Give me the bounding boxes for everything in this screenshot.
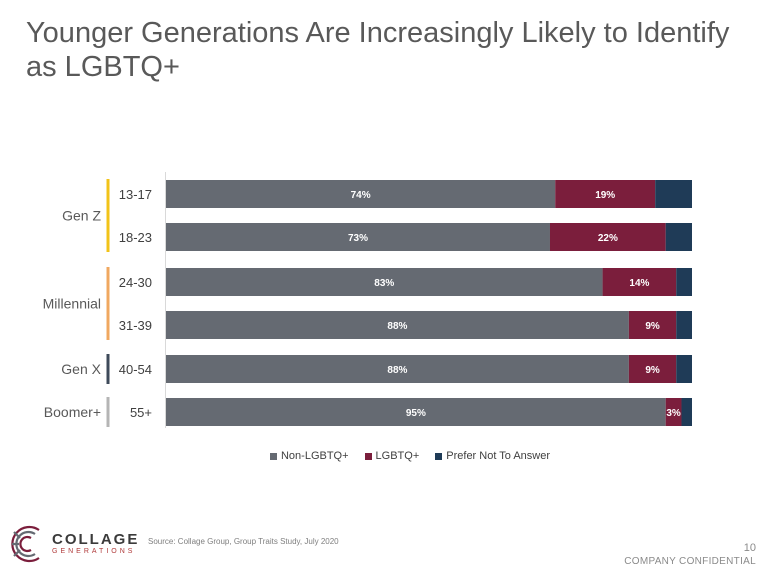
legend-item-lgbtq: LGBTQ+ <box>364 450 420 462</box>
tick-label-24-30: 24-30 <box>119 275 152 290</box>
data-label-non-lgbtq-40-54: 88% <box>387 365 407 376</box>
bar-lgbtq-24-30 <box>602 268 677 296</box>
bar-non-lgbtq-13-17 <box>166 180 556 208</box>
data-label-non-lgbtq-55: 95% <box>406 408 426 419</box>
bar-prefer-not-to-answer-24-30 <box>676 268 692 296</box>
legend-swatch-lgbtq <box>364 452 372 460</box>
bar-prefer-not-to-answer-18-23 <box>665 223 692 251</box>
data-label-non-lgbtq-18-23: 73% <box>348 233 368 244</box>
bar-non-lgbtq-40-54 <box>166 355 629 383</box>
legend-swatch-non-lgbtq <box>269 452 277 460</box>
bar-lgbtq-31-39 <box>628 311 677 339</box>
data-label-non-lgbtq-24-30: 83% <box>374 278 394 289</box>
bar-non-lgbtq-31-39 <box>166 311 629 339</box>
data-label-lgbtq-24-30: 14% <box>629 278 649 289</box>
data-label-lgbtq-13-17: 19% <box>595 190 615 201</box>
collage-logo-icon <box>11 525 40 563</box>
tick-label-31-39: 31-39 <box>119 318 152 333</box>
logo-subtitle: GENERATIONS <box>52 547 136 555</box>
legend-item-non-lgbtq: Non-LGBTQ+ <box>269 450 349 462</box>
data-label-lgbtq-31-39: 9% <box>645 321 660 332</box>
bar-prefer-not-to-answer-55 <box>681 398 692 426</box>
bar-prefer-not-to-answer-40-54 <box>676 355 692 383</box>
legend-label-lgbtq: LGBTQ+ <box>375 450 420 462</box>
legend-label-prefer-not: Prefer Not To Answer <box>446 450 550 462</box>
data-label-lgbtq-55: 3% <box>666 408 681 419</box>
bar-lgbtq-13-17 <box>555 180 656 208</box>
group-label-boomer: Boomer+ <box>44 404 101 420</box>
collage-logo: COLLAGE GENERATIONS <box>6 522 139 566</box>
tick-label-18-23: 18-23 <box>119 230 152 245</box>
tick-label-55: 55+ <box>130 405 152 420</box>
bar-prefer-not-to-answer-13-17 <box>655 180 692 208</box>
data-label-lgbtq-40-54: 9% <box>645 365 660 376</box>
bar-lgbtq-55 <box>665 398 682 426</box>
slide-title: Younger Generations Are Increasingly Lik… <box>26 17 730 83</box>
bar-lgbtq-40-54 <box>628 355 677 383</box>
group-label-gen-z: Gen Z <box>62 208 101 224</box>
legend-swatch-prefer-not <box>435 452 443 460</box>
bar-non-lgbtq-55 <box>166 398 666 426</box>
source-note: Source: Collage Group, Group Traits Stud… <box>148 537 339 546</box>
chart-legend: Non-LGBTQ+ LGBTQ+ Prefer Not To Answer <box>0 450 768 462</box>
bar-non-lgbtq-18-23 <box>166 223 550 251</box>
legend-label-non-lgbtq: Non-LGBTQ+ <box>280 450 349 462</box>
data-label-non-lgbtq-13-17: 74% <box>351 190 371 201</box>
legend-item-prefer-not: Prefer Not To Answer <box>435 450 550 462</box>
page-number: 10 <box>743 542 756 554</box>
tick-label-13-17: 13-17 <box>119 187 152 202</box>
bar-prefer-not-to-answer-31-39 <box>676 311 692 339</box>
data-label-lgbtq-18-23: 22% <box>598 233 618 244</box>
bar-non-lgbtq-24-30 <box>166 268 603 296</box>
data-label-non-lgbtq-31-39: 88% <box>387 321 407 332</box>
tick-label-40-54: 40-54 <box>119 362 152 377</box>
group-label-gen-x: Gen X <box>61 361 101 377</box>
logo-name: COLLAGE <box>52 530 140 548</box>
confidential-label: COMPANY CONFIDENTIAL <box>624 556 756 567</box>
group-label-millennial: Millennial <box>43 296 101 312</box>
bar-lgbtq-18-23 <box>549 223 666 251</box>
